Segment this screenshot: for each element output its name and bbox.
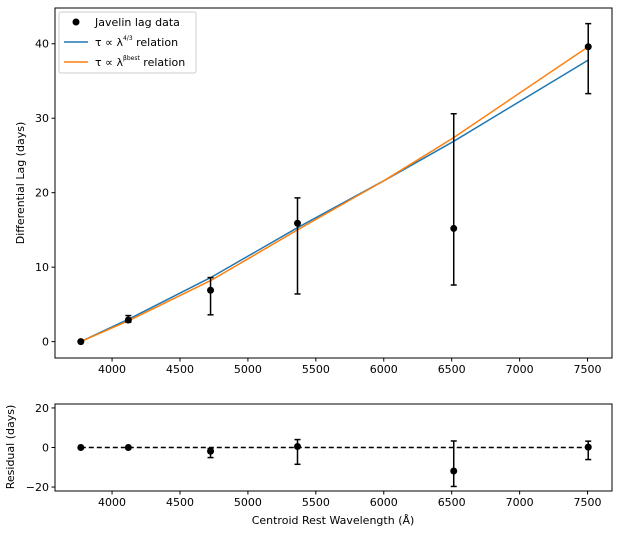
residual-y-tick-label-1: 0: [42, 442, 49, 455]
residual-y-tick-label-0: −20: [26, 481, 49, 494]
main-y-tick-label-0: 0: [42, 336, 49, 349]
main-data-point-5: [584, 43, 592, 51]
main-x-tick-label-4: 6000: [370, 363, 398, 376]
main-x-tick-label-6: 7000: [506, 363, 534, 376]
legend-label-four-thirds-base: τ ∝ λ: [95, 36, 123, 49]
residual-x-axis-label: Centroid Rest Wavelength (Å): [252, 514, 415, 527]
legend-item-four-thirds: τ ∝ λ4/3 relation: [64, 35, 178, 49]
main-y-tick-label-4: 40: [35, 38, 49, 51]
legend-label-beta-best-base: τ ∝ λ: [95, 56, 123, 69]
residual-y-tick-label-2: 20: [35, 402, 49, 415]
main-panel: 4000 4500 5000 5500 6000 6500 7000 7500 0 10 20 30 4…: [14, 7, 613, 376]
main-data-point-3: [293, 219, 301, 227]
main-y-axis-label: Differential Lag (days): [14, 122, 27, 244]
legend-marker-lag-data: [72, 18, 80, 26]
main-x-tick-label-3: 5500: [302, 363, 330, 376]
legend-item-beta-best: τ ∝ λβbest relation: [64, 55, 185, 69]
main-x-tick-label-2: 5000: [234, 363, 262, 376]
residual-x-tick-label-5: 6500: [438, 496, 466, 509]
residual-axes-frame: [54, 403, 613, 492]
residual-ticks: 4000 4500 5000 5500 6000 6500 7000 7500 −20 0 20: [26, 402, 602, 509]
legend-label-beta-best-exponent: βbest: [123, 55, 140, 62]
main-data-point-1: [124, 316, 132, 324]
legend-label-beta-best-suffix: relation: [140, 56, 185, 69]
legend: Javelin lag data τ ∝ λ4/3 relation τ ∝ λ…: [58, 11, 197, 74]
residual-data-point-3: [293, 443, 301, 451]
residual-x-tick-label-4: 6000: [370, 496, 398, 509]
legend-label-four-thirds: τ ∝ λ4/3 relation: [95, 35, 178, 49]
main-x-tick-label-5: 6500: [438, 363, 466, 376]
main-ticks: 4000 4500 5000 5500 6000 6500 7000 7500 0 10 20 30 4…: [35, 38, 602, 376]
main-x-tick-label-0: 4000: [98, 363, 126, 376]
main-data-layer: [77, 22, 592, 346]
main-data-point-2: [207, 286, 215, 294]
residual-x-tick-label-2: 5000: [234, 496, 262, 509]
residual-data-point-5: [584, 443, 592, 451]
legend-label-four-thirds-exponent: 4/3: [123, 35, 133, 42]
legend-label-lag-data: Javelin lag data: [94, 16, 180, 29]
main-y-tick-label-3: 30: [35, 112, 49, 125]
residual-y-axis-label: Residual (days): [4, 405, 17, 490]
legend-label-beta-best: τ ∝ λβbest relation: [95, 55, 185, 69]
legend-label-four-thirds-suffix: relation: [133, 36, 178, 49]
residual-x-tick-label-1: 4500: [166, 496, 194, 509]
main-y-tick-label-1: 10: [35, 261, 49, 274]
residual-x-tick-label-3: 5500: [302, 496, 330, 509]
main-x-tick-label-7: 7500: [574, 363, 602, 376]
main-data-point-4: [450, 224, 458, 232]
residual-panel: 4000 4500 5000 5500 6000 6500 7000 7500 −20 0 20 R…: [4, 402, 613, 527]
residual-data-point-4: [450, 467, 458, 475]
legend-item-lag-data: Javelin lag data: [72, 16, 180, 29]
main-axes-frame: [54, 7, 613, 359]
residual-data-point-2: [207, 447, 215, 455]
residual-x-tick-label-7: 7500: [574, 496, 602, 509]
residual-data-point-0: [77, 444, 85, 451]
main-data-point-0: [77, 338, 85, 346]
residual-x-tick-label-0: 4000: [98, 496, 126, 509]
residual-data-point-1: [124, 444, 132, 451]
main-y-tick-label-2: 20: [35, 187, 49, 200]
main-x-tick-label-1: 4500: [166, 363, 194, 376]
residual-data-layer: [77, 438, 592, 488]
legend-box: [58, 11, 197, 74]
residual-x-tick-label-6: 7000: [506, 496, 534, 509]
